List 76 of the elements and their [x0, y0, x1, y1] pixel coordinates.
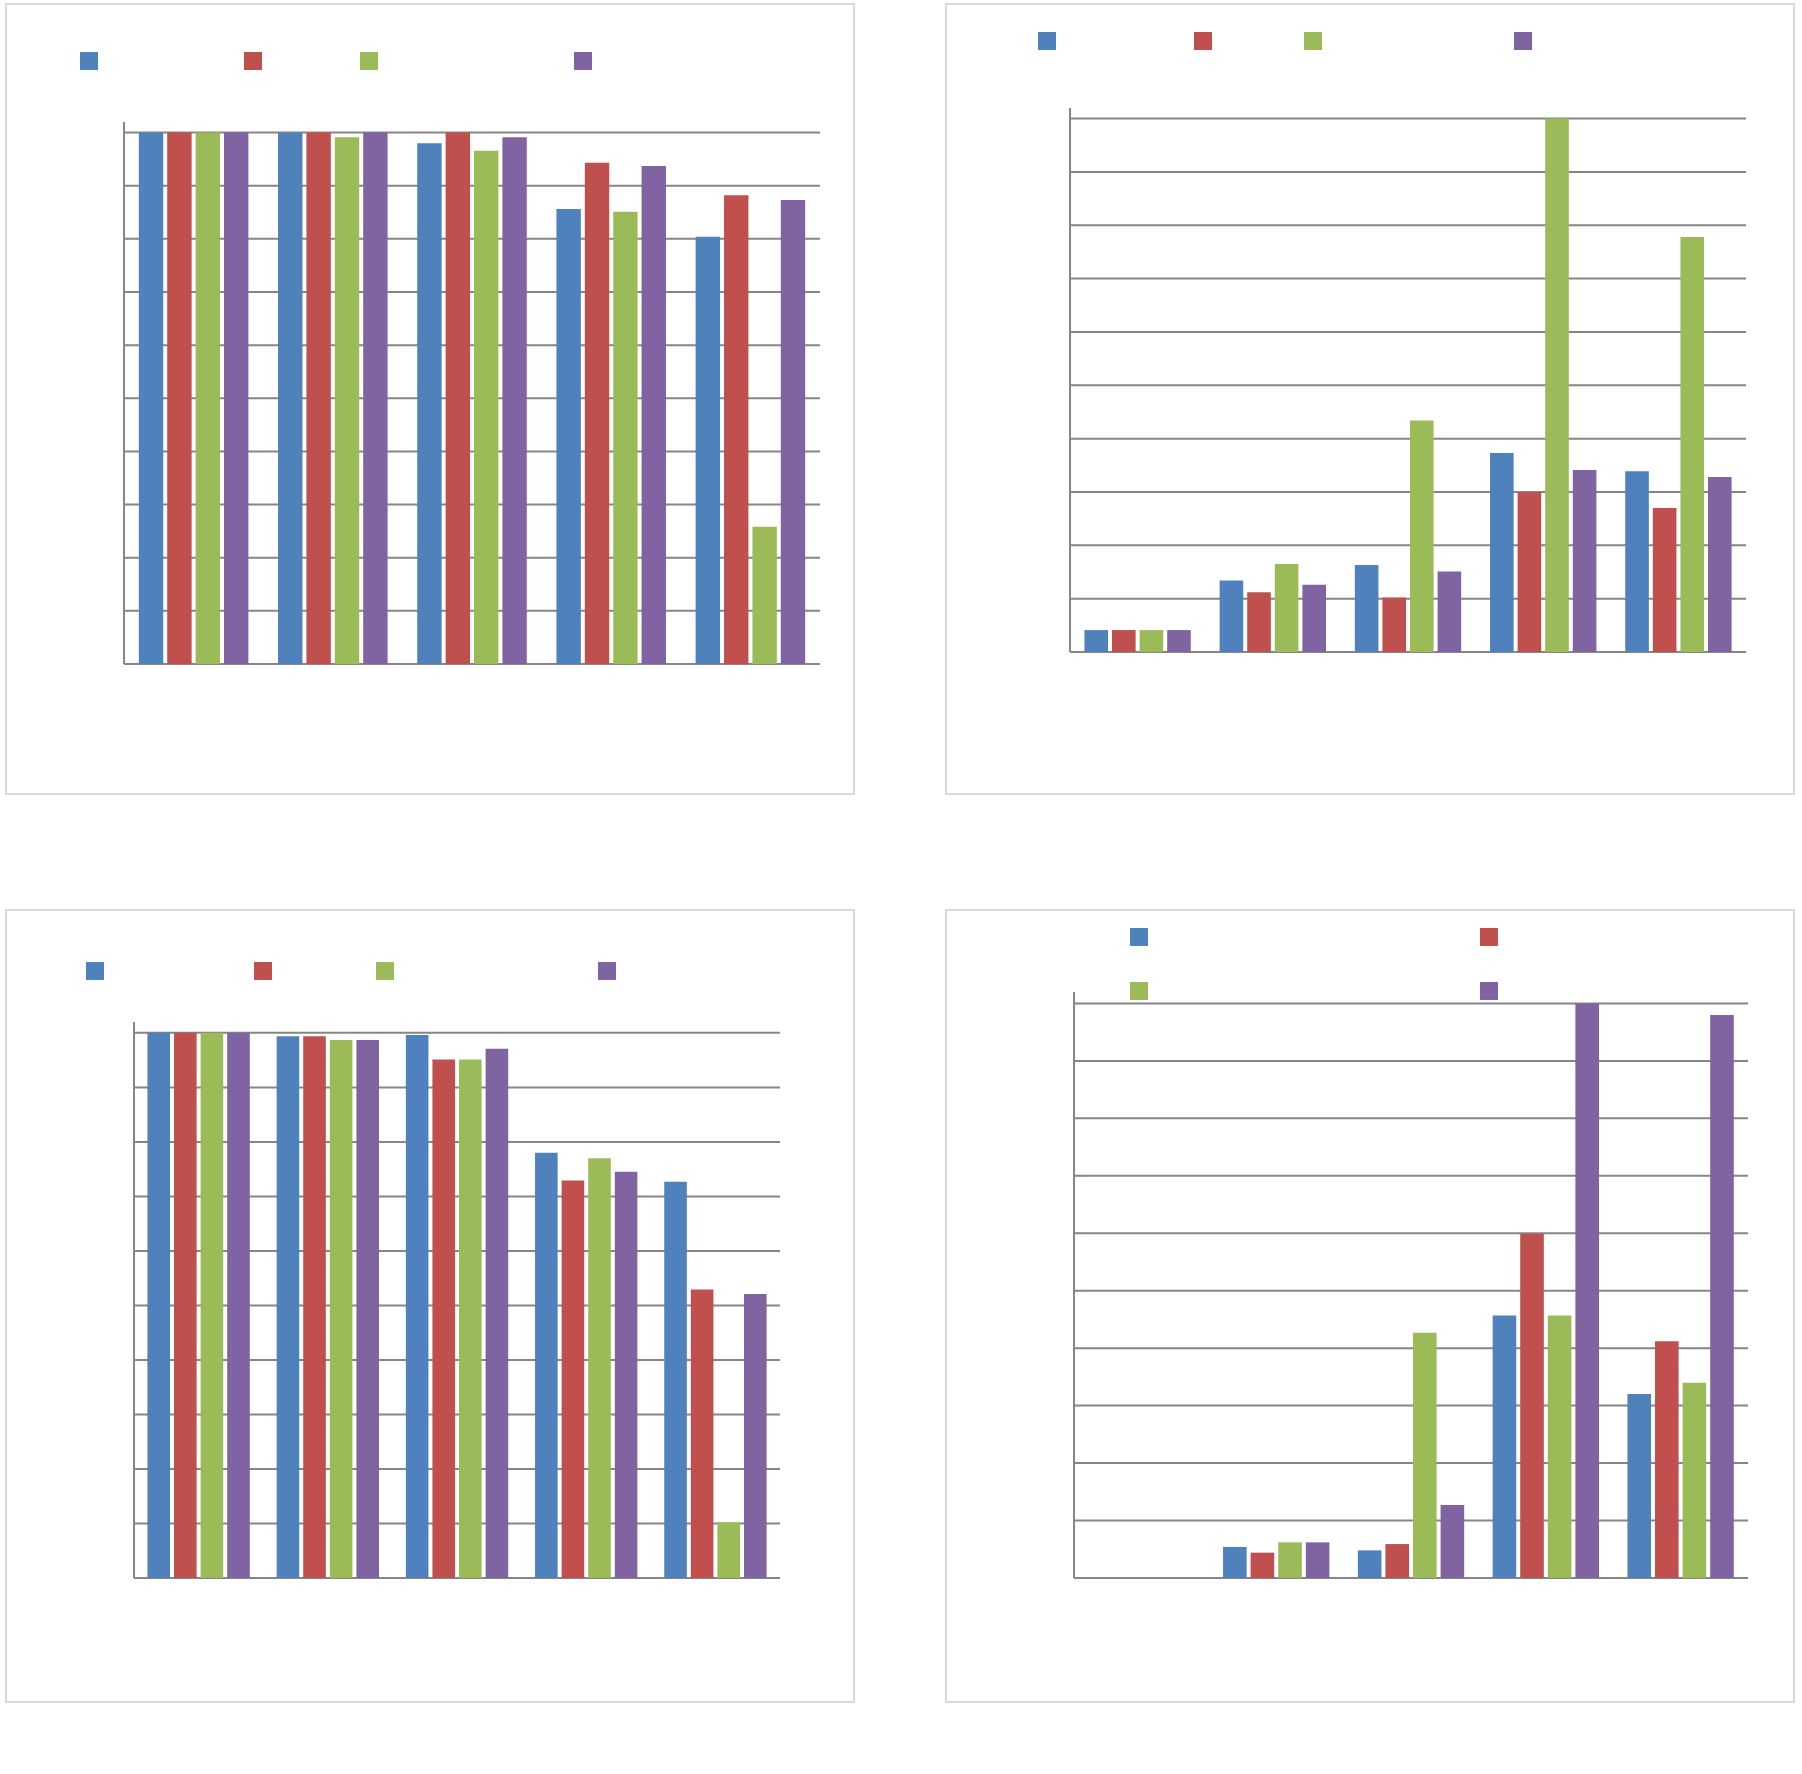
- bar: [329, 1039, 353, 1578]
- bar: [1385, 1544, 1410, 1578]
- bar: [1627, 1394, 1652, 1578]
- bar: [690, 1289, 714, 1578]
- bar: [334, 137, 360, 664]
- bar: [405, 1035, 429, 1578]
- bar: [1490, 453, 1514, 652]
- bar: [1302, 584, 1326, 652]
- bar: [1575, 1003, 1599, 1578]
- bar: [459, 1059, 482, 1578]
- bar: [485, 1048, 509, 1578]
- bar: [445, 132, 471, 664]
- bar: [1167, 630, 1191, 652]
- bar: [1219, 580, 1244, 652]
- bar: [363, 132, 388, 664]
- bar: [1655, 1341, 1679, 1578]
- bar: [432, 1059, 456, 1578]
- bar: [1710, 1014, 1734, 1578]
- bar: [223, 132, 249, 664]
- bar: [1708, 477, 1732, 652]
- bar: [356, 1039, 379, 1578]
- bar: [724, 195, 749, 664]
- bar: [1413, 1332, 1437, 1578]
- bar: [276, 1036, 300, 1578]
- bar: [1680, 237, 1705, 652]
- bar: [1305, 1542, 1330, 1578]
- bar: [1382, 597, 1407, 652]
- bar: [1357, 1550, 1382, 1578]
- bar: [1410, 420, 1434, 652]
- bar: [174, 1032, 197, 1578]
- bar: [1112, 630, 1136, 652]
- bar: [1354, 565, 1379, 652]
- bar: [1625, 471, 1649, 652]
- bar: [535, 1152, 558, 1578]
- bar: [744, 1293, 767, 1578]
- bar: [1223, 1546, 1247, 1578]
- bar: [641, 166, 666, 664]
- bar: [1652, 507, 1677, 652]
- bar: [1520, 1233, 1544, 1578]
- bar: [195, 132, 221, 664]
- bar: [1572, 470, 1597, 652]
- bar: [1084, 630, 1109, 652]
- bar: [1247, 592, 1271, 652]
- bar: [1440, 1505, 1465, 1578]
- bar: [1517, 491, 1542, 652]
- bar: [614, 1171, 638, 1578]
- bar: [278, 132, 303, 664]
- bar: [306, 132, 331, 664]
- bar: [138, 132, 164, 664]
- bar: [780, 200, 806, 664]
- bar: [474, 150, 499, 664]
- bar: [502, 137, 527, 664]
- bar: [752, 526, 777, 664]
- bar: [613, 211, 638, 664]
- bar: [1278, 1542, 1302, 1578]
- bar: [1682, 1382, 1707, 1578]
- bar: [1545, 118, 1569, 652]
- bar: [1437, 571, 1462, 652]
- bar: [1274, 563, 1299, 652]
- bar: [200, 1032, 224, 1578]
- bar: [664, 1181, 687, 1578]
- bar: [556, 209, 581, 664]
- bar: [1492, 1315, 1517, 1578]
- bar: [167, 132, 192, 664]
- bar: [1250, 1552, 1275, 1578]
- bar: [588, 1158, 611, 1578]
- bar: [227, 1032, 250, 1578]
- bar: [303, 1036, 326, 1578]
- bar: [717, 1522, 741, 1578]
- bar: [147, 1032, 171, 1578]
- bar: [1547, 1315, 1572, 1578]
- bar: [584, 162, 610, 664]
- bar: [561, 1180, 585, 1578]
- bar: [695, 236, 721, 664]
- bar: [1139, 630, 1164, 652]
- bar: [417, 143, 442, 664]
